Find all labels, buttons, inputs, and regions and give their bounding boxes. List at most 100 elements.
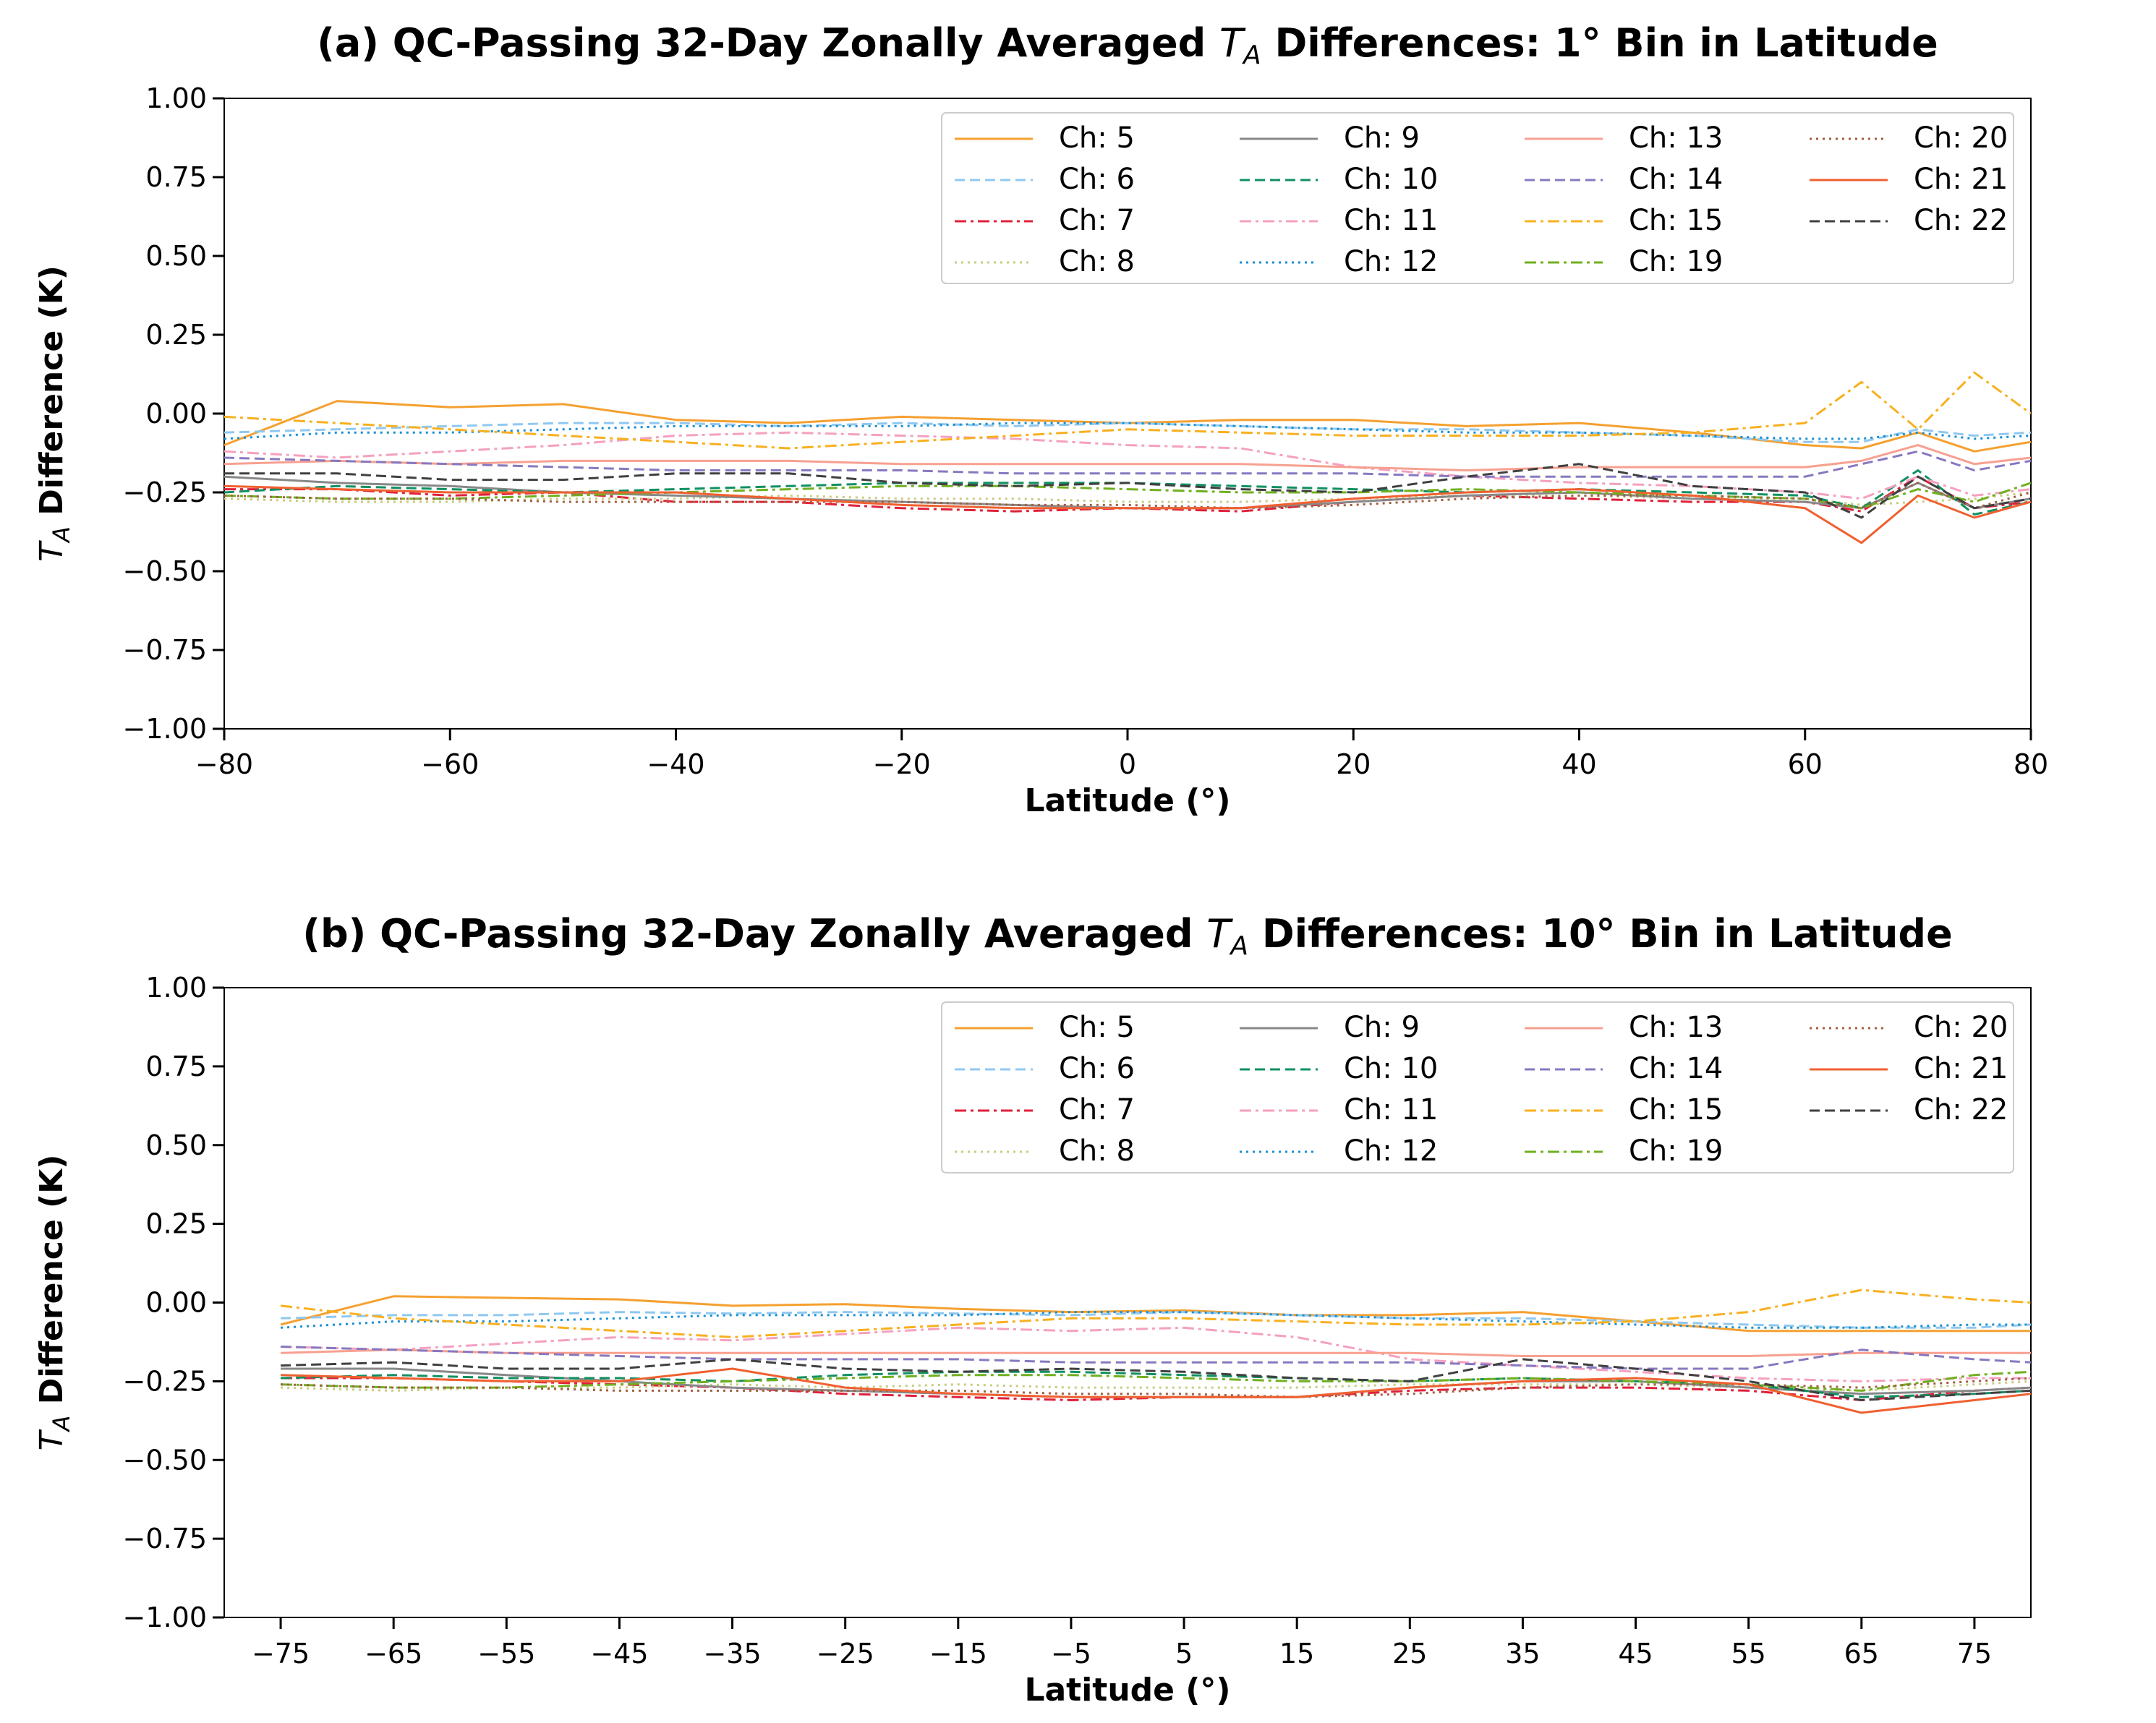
y-tick-label: 0.25 [145,319,207,351]
legend-label: Ch: 7 [1059,1093,1135,1126]
y-label-symbol: T [33,540,70,562]
legend-label: Ch: 10 [1344,163,1438,196]
legend-label: Ch: 22 [1914,204,2008,237]
legend-label: Ch: 12 [1344,245,1438,278]
x-tick-label: −15 [929,1638,987,1669]
legend-label: Ch: 15 [1629,204,1723,237]
legend-label: Ch: 11 [1344,204,1438,237]
x-tick-label: 40 [1561,748,1596,780]
x-tick-label: −20 [873,748,931,780]
series-line-15 [280,1288,2031,1338]
x-tick-label: 45 [1618,1638,1653,1669]
y-tick-label: 0.50 [145,1129,207,1161]
y-tick-label: −0.50 [123,555,207,587]
legend-label: Ch: 15 [1629,1093,1723,1126]
legend-label: Ch: 6 [1059,163,1135,196]
y-tick-label: 1.00 [145,82,207,114]
y-tick-label: −0.75 [123,634,207,666]
legend-label: Ch: 14 [1629,1052,1723,1085]
x-tick-label: −25 [817,1638,874,1669]
legend-label: Ch: 20 [1914,121,2008,155]
series-line-6 [224,422,2031,443]
y-tick-label: −0.25 [123,476,207,508]
x-tick-label: −65 [365,1638,422,1669]
series-line-14 [281,1346,2031,1370]
series-line-21 [224,484,2031,544]
title-prefix: (b) QC-Passing 32-Day Zonally Averaged [302,911,1206,957]
legend-label: Ch: 5 [1059,121,1135,155]
x-tick-label: −55 [477,1638,535,1669]
legend-label: Ch: 12 [1344,1134,1438,1168]
legend-label: Ch: 19 [1629,1134,1723,1168]
chart-title: (b) QC-Passing 32-Day Zonally Averaged T… [302,911,1952,961]
legend-label: Ch: 13 [1629,1011,1723,1044]
legend-label: Ch: 8 [1059,245,1135,278]
legend-label: Ch: 13 [1629,121,1723,155]
legend-label: Ch: 9 [1344,121,1420,155]
legend-label: Ch: 6 [1059,1052,1135,1085]
y-label-subscript: A [48,526,75,544]
y-label-symbol: T [33,1429,70,1450]
title-prefix: (a) QC-Passing 32-Day Zonally Averaged [317,20,1219,66]
legend-label: Ch: 14 [1629,163,1723,196]
title-suffix: Differences: 1° Bin in Latitude [1261,20,1938,66]
y-tick-label: −0.25 [123,1365,207,1397]
x-axis-label: Latitude (°) [1024,782,1230,819]
x-tick-label: 35 [1505,1638,1540,1669]
x-tick-label: −60 [421,748,479,780]
x-tick-label: 55 [1731,1638,1766,1669]
y-tick-label: −0.75 [123,1523,207,1555]
title-suffix: Differences: 10° Bin in Latitude [1248,911,1953,957]
y-tick-label: 0.75 [145,161,207,193]
legend-label: Ch: 22 [1914,1093,2008,1126]
legend-label: Ch: 21 [1914,163,2008,196]
series-line-13 [281,1348,2031,1357]
series-line-22 [224,463,2031,519]
series-line-13 [224,444,2031,471]
series-line-19 [224,482,2031,510]
title-symbol: T [1219,20,1246,66]
x-tick-label: 60 [1788,748,1823,780]
legend-label: Ch: 19 [1629,245,1723,278]
series-line-20 [224,482,2031,510]
x-tick-label: 15 [1279,1638,1314,1669]
y-axis-label: TA Difference (K) [33,265,75,562]
series-line-21 [281,1367,2031,1414]
series-line-8 [224,491,2031,506]
series-lines [280,1288,2031,1414]
series-line-11 [281,1326,2031,1382]
legend-label: Ch: 9 [1344,1011,1420,1044]
x-tick-label: 25 [1392,1638,1427,1669]
legend-label: Ch: 5 [1059,1011,1135,1044]
series-line-12 [281,1311,2031,1329]
x-tick-label: −80 [195,748,253,780]
panel-b: (b) QC-Passing 32-Day Zonally Averaged T… [33,911,2032,1709]
series-line-8 [281,1380,2031,1392]
legend-box [941,112,2014,284]
x-axis-label: Latitude (°) [1024,1672,1230,1709]
series-line-6 [281,1311,2031,1329]
legend: Ch: 5 Ch: 6 Ch: 7 Ch: 8 Ch: 9 Ch: 10 Ch: 11 Ch:… [941,112,2014,284]
series-line-20 [281,1377,2031,1398]
series-line-14 [224,450,2031,478]
x-tick-label: 5 [1175,1638,1193,1669]
series-lines [224,371,2031,544]
series-line-5 [280,1295,2031,1333]
legend: Ch: 5 Ch: 6 Ch: 7 Ch: 8 Ch: 9 Ch: 10 Ch: 11 Ch:… [941,1001,2014,1173]
series-line-12 [224,422,2031,440]
y-tick-label: 0.50 [145,240,207,272]
title-symbol: T [1206,911,1233,957]
title-subscript: A [1229,931,1248,961]
x-tick-label: −35 [703,1638,761,1669]
panel-a: (a) QC-Passing 32-Day Zonally Averaged T… [33,20,2048,819]
legend-label: Ch: 21 [1914,1052,2008,1085]
y-tick-label: −0.50 [123,1444,207,1476]
x-tick-label: 20 [1336,748,1371,780]
legend-label: Ch: 8 [1059,1134,1135,1168]
legend-label: Ch: 10 [1344,1052,1438,1085]
y-tick-label: 0.25 [145,1208,207,1240]
x-tick-label: −5 [1051,1638,1091,1669]
chart-title: (a) QC-Passing 32-Day Zonally Averaged T… [317,20,1938,70]
series-line-5 [224,400,2031,453]
